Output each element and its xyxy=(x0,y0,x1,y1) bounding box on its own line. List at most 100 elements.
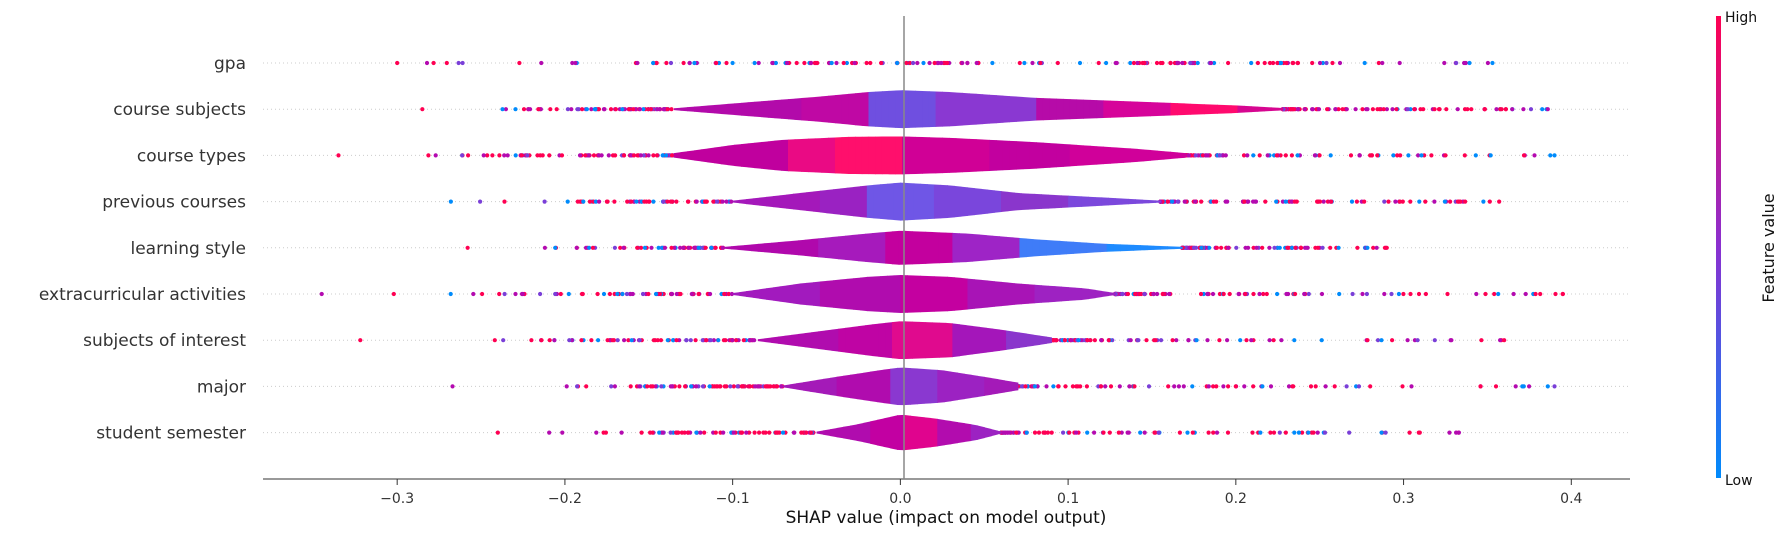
sample-dot xyxy=(1347,430,1352,435)
violin-slice xyxy=(1140,245,1148,251)
sample-dot xyxy=(1023,384,1028,389)
sample-dot xyxy=(1085,430,1090,435)
sample-dot xyxy=(1313,384,1318,389)
sample-dot xyxy=(693,245,698,250)
sample-dot xyxy=(596,338,601,343)
sample-dot xyxy=(1286,384,1292,389)
sample-dot xyxy=(1485,60,1490,66)
violin-slice xyxy=(791,240,799,256)
violin-slice xyxy=(923,368,932,404)
violin-slice xyxy=(724,246,732,250)
sample-dot xyxy=(689,291,694,297)
sample-dot xyxy=(686,430,691,435)
sample-dot xyxy=(702,430,707,435)
violin-slice xyxy=(779,194,787,209)
violin-slice xyxy=(1022,97,1031,122)
violin-slice xyxy=(1002,95,1010,123)
sample-dot xyxy=(1180,60,1185,66)
violin-slice xyxy=(923,417,932,448)
violin-slice xyxy=(881,136,890,175)
sample-dot xyxy=(1092,338,1097,343)
sample-dot xyxy=(1419,153,1424,158)
sample-dot xyxy=(553,245,558,250)
sample-dot xyxy=(513,153,518,158)
violin-slice xyxy=(1264,107,1272,112)
violin-slice xyxy=(962,92,970,126)
sample-dot xyxy=(1210,291,1216,297)
sample-dot xyxy=(1447,430,1452,435)
sample-dot xyxy=(567,338,572,343)
sample-dot xyxy=(595,291,600,297)
sample-dot xyxy=(1473,153,1478,158)
violin-slice xyxy=(1183,103,1192,115)
sample-dot xyxy=(1278,60,1284,66)
violin-slice xyxy=(1049,143,1057,168)
violin-slice xyxy=(918,321,927,359)
sample-dot xyxy=(674,338,679,343)
sample-dot xyxy=(540,153,545,158)
sample-dot xyxy=(1432,199,1437,204)
sample-dot xyxy=(1386,199,1391,204)
violin-slice xyxy=(979,234,987,262)
violin-slice xyxy=(1076,99,1084,120)
violin-slice xyxy=(1123,101,1131,118)
sample-dot xyxy=(1001,430,1006,435)
sample-dot xyxy=(513,107,518,112)
sample-dot xyxy=(615,291,620,297)
violin-slice xyxy=(834,137,843,174)
violin-slice xyxy=(779,285,787,303)
violin-slice xyxy=(1068,287,1076,301)
sample-dot xyxy=(639,245,644,250)
sample-dot xyxy=(1462,60,1467,66)
sample-dot xyxy=(812,60,817,66)
sample-dot xyxy=(1540,107,1545,112)
violin-slice xyxy=(964,373,972,400)
violin-slice xyxy=(741,102,749,117)
violin-slice xyxy=(694,106,702,113)
sample-dot xyxy=(694,430,699,435)
sample-dot xyxy=(1199,245,1204,250)
violin-slice xyxy=(771,336,779,344)
sample-dot xyxy=(768,384,773,389)
violin-slice xyxy=(975,93,984,125)
x-tick-label: −0.3 xyxy=(380,491,414,507)
sample-dot xyxy=(1349,199,1355,204)
violin-slice xyxy=(881,90,890,128)
sample-dot xyxy=(752,60,757,66)
sample-dot xyxy=(1295,153,1300,158)
sample-dot xyxy=(610,153,616,158)
violin-slice xyxy=(902,136,910,175)
violin-slice xyxy=(1177,103,1185,116)
violin-slice xyxy=(806,282,814,306)
sample-dot xyxy=(1390,338,1395,343)
violin-slice xyxy=(927,184,935,220)
sample-dot xyxy=(526,107,531,112)
sample-dot xyxy=(844,60,850,66)
sample-dot xyxy=(1320,60,1325,66)
sample-dot xyxy=(694,384,699,389)
sample-dot xyxy=(1267,338,1272,343)
violin-slice xyxy=(974,279,982,309)
sample-dot xyxy=(1548,153,1553,158)
sample-dot xyxy=(519,153,525,158)
sample-dot xyxy=(542,199,547,204)
violin-slice xyxy=(746,290,754,298)
sample-dot xyxy=(677,384,682,389)
violin-slice xyxy=(1210,104,1218,114)
sample-dot xyxy=(1384,245,1389,250)
sample-dot xyxy=(682,430,687,435)
sample-dot xyxy=(921,60,926,66)
sample-dot xyxy=(1417,430,1422,435)
sample-dot xyxy=(1333,107,1338,112)
sample-dot xyxy=(594,430,599,435)
violin-slice xyxy=(955,138,964,173)
sample-dot xyxy=(535,153,540,158)
sample-dot xyxy=(1423,199,1428,204)
sample-dot xyxy=(664,60,669,66)
violin-slice xyxy=(912,321,920,359)
sample-dot xyxy=(1391,153,1396,158)
sample-dot xyxy=(879,60,884,66)
sample-dot xyxy=(965,60,970,66)
violin-slice xyxy=(818,330,826,350)
violin-slice xyxy=(1101,197,1109,206)
